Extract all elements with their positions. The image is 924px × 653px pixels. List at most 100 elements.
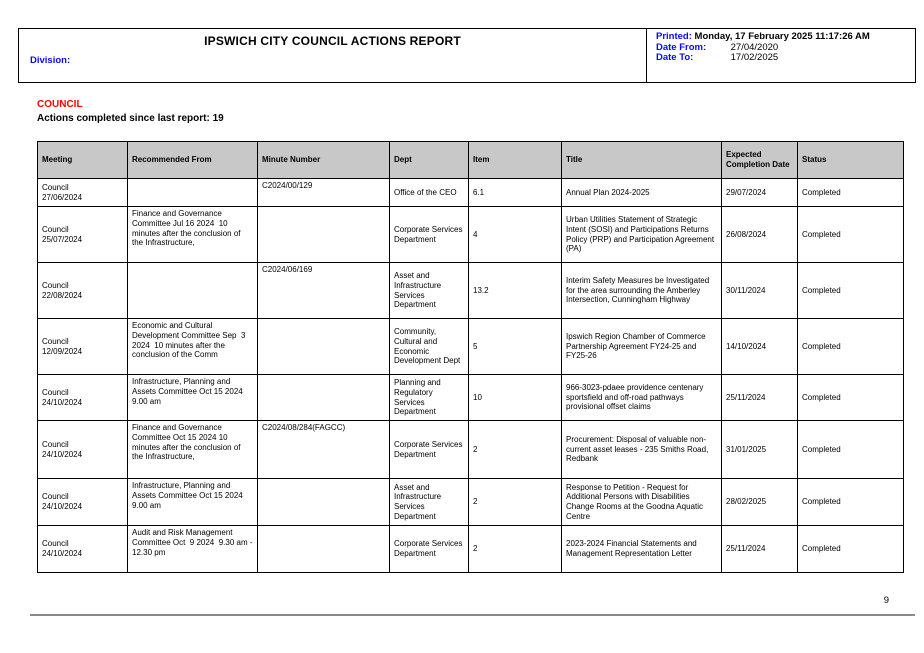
cell-status: Completed: [797, 478, 904, 526]
date-to-row: Date To: 17/02/2025: [656, 52, 870, 64]
cell-item: 13.2: [468, 262, 562, 319]
cell-dept: Office of the CEO: [389, 178, 469, 207]
cell-recommended-from: Infrastructure, Planning and Assets Comm…: [127, 478, 258, 526]
cell-status: Completed: [797, 525, 904, 573]
cell-dept: Corporate Services Department: [389, 525, 469, 573]
column-header: Dept: [389, 141, 469, 179]
printed-row: Printed: Monday, 17 February 2025 11:17:…: [656, 31, 870, 43]
cell-meeting: Council 27/06/2024: [37, 178, 128, 207]
cell-dept: Corporate Services Department: [389, 420, 469, 479]
cell-expected-completion-date: 26/08/2024: [721, 206, 798, 263]
cell-title: Interim Safety Measures be Investigated …: [561, 262, 722, 319]
cell-dept: Community, Cultural and Economic Develop…: [389, 318, 469, 375]
column-header: Minute Number: [257, 141, 390, 179]
table-row: Council 12/09/2024 Economic and Cultural …: [37, 318, 904, 375]
section-heading: COUNCIL Actions completed since last rep…: [37, 99, 224, 124]
cell-title: 966-3023-pdaee providence centenary spor…: [561, 374, 722, 421]
column-header: Meeting: [37, 141, 128, 179]
table-header-row: Meeting Recommended From Minute Number Dept…: [37, 141, 904, 179]
cell-recommended-from: Finance and Governance Committee Oct 15 …: [127, 420, 258, 479]
cell-expected-completion-date: 14/10/2024: [721, 318, 798, 375]
cell-meeting: Council 24/10/2024: [37, 525, 128, 573]
cell-meeting: Council 24/10/2024: [37, 374, 128, 421]
table-row: Council 27/06/2024 C2024/00/129 Office of …: [37, 178, 904, 207]
cell-title: Procurement: Disposal of valuable non-cu…: [561, 420, 722, 479]
cell-title: 2023-2024 Financial Statements and Manag…: [561, 525, 722, 573]
footer-rule: [30, 614, 915, 616]
cell-status: Completed: [797, 420, 904, 479]
table-row: Council 24/10/2024 Finance and Governance…: [37, 420, 904, 479]
table-row: Council 24/10/2024 Infrastructure, Planni…: [37, 374, 904, 421]
cell-dept: Corporate Services Department: [389, 206, 469, 263]
page-number: 9: [883, 595, 889, 606]
cell-recommended-from: [127, 178, 258, 207]
cell-status: Completed: [797, 178, 904, 207]
column-header: Recommended From: [127, 141, 258, 179]
date-to-label: Date To:: [656, 52, 694, 63]
cell-item: 6.1: [468, 178, 562, 207]
cell-minute-number: C2024/08/284(FAGCC): [257, 420, 390, 479]
table-row: Council 22/08/2024 C2024/06/169 Asset and …: [37, 262, 904, 319]
cell-recommended-from: Infrastructure, Planning and Assets Comm…: [127, 374, 258, 421]
date-from-row: Date From: 27/04/2020: [656, 41, 870, 54]
column-header: Status: [797, 141, 904, 179]
page-title: IPSWICH CITY COUNCIL ACTIONS REPORT: [204, 34, 461, 48]
header-divider: [646, 29, 647, 82]
cell-minute-number: [257, 525, 390, 573]
cell-dept: Asset and Infrastructure Services Depart…: [389, 478, 469, 526]
cell-meeting: Council 24/10/2024: [37, 420, 128, 479]
section-name: COUNCIL: [37, 99, 83, 110]
column-header: Title: [561, 141, 722, 179]
cell-expected-completion-date: 29/07/2024: [721, 178, 798, 207]
cell-meeting: Council 12/09/2024: [37, 318, 128, 375]
cell-recommended-from: Audit and Risk Management Committee Oct …: [127, 525, 258, 573]
cell-expected-completion-date: 25/11/2024: [721, 525, 798, 573]
cell-expected-completion-date: 28/02/2025: [721, 478, 798, 526]
printed-label: Printed:: [656, 31, 692, 42]
cell-recommended-from: Finance and Governance Committee Jul 16 …: [127, 206, 258, 263]
section-summary: Actions completed since last report: 19: [37, 113, 224, 124]
cell-minute-number: [257, 206, 390, 263]
date-from-value: 27/04/2020: [730, 41, 779, 53]
column-header: Item: [468, 141, 562, 179]
cell-recommended-from: Economic and Cultural Development Commit…: [127, 318, 258, 375]
division-label: Division:: [30, 55, 71, 66]
actions-table: Meeting Recommended From Minute Number Dept…: [37, 141, 904, 573]
cell-expected-completion-date: 25/11/2024: [721, 374, 798, 421]
cell-dept: Planning and Regulatory Services Departm…: [389, 374, 469, 421]
cell-status: Completed: [797, 262, 904, 319]
cell-item: 10: [468, 374, 562, 421]
report-header-box: IPSWICH CITY COUNCIL ACTIONS REPORT Divi…: [18, 28, 916, 83]
cell-minute-number: C2024/06/169: [257, 262, 390, 319]
cell-status: Completed: [797, 374, 904, 421]
column-header: Expected Completion Date: [721, 141, 798, 179]
cell-item: 2: [468, 420, 562, 479]
table-row: Council 25/07/2024 Finance and Governance…: [37, 206, 904, 263]
cell-minute-number: [257, 374, 390, 421]
cell-item: 4: [468, 206, 562, 263]
cell-expected-completion-date: 30/11/2024: [721, 262, 798, 319]
date-from-label: Date From:: [656, 41, 707, 53]
cell-status: Completed: [797, 206, 904, 263]
cell-title: Annual Plan 2024-2025: [561, 178, 722, 207]
cell-meeting: Council 22/08/2024: [37, 262, 128, 319]
cell-item: 2: [468, 478, 562, 526]
table-row: Council 24/10/2024 Audit and Risk Managem…: [37, 525, 904, 573]
cell-status: Completed: [797, 318, 904, 375]
cell-item: 5: [468, 318, 562, 375]
cell-minute-number: [257, 478, 390, 526]
table-row: Council 24/10/2024 Infrastructure, Planni…: [37, 478, 904, 526]
cell-expected-completion-date: 31/01/2025: [721, 420, 798, 479]
cell-title: Urban Utilities Statement of Strategic I…: [561, 206, 722, 263]
cell-minute-number: [257, 318, 390, 375]
cell-item: 2: [468, 525, 562, 573]
date-to-value: 17/02/2025: [730, 52, 779, 63]
cell-title: Response to Petition - Request for Addit…: [561, 478, 722, 526]
cell-meeting: Council 25/07/2024: [37, 206, 128, 263]
table-body: Council 27/06/2024 C2024/00/129 Office of …: [37, 178, 904, 573]
cell-recommended-from: [127, 262, 258, 319]
print-info: Printed: Monday, 17 February 2025 11:17:…: [656, 31, 870, 64]
printed-value: Monday, 17 February 2025 11:17:26 AM: [694, 31, 870, 42]
cell-meeting: Council 24/10/2024: [37, 478, 128, 526]
